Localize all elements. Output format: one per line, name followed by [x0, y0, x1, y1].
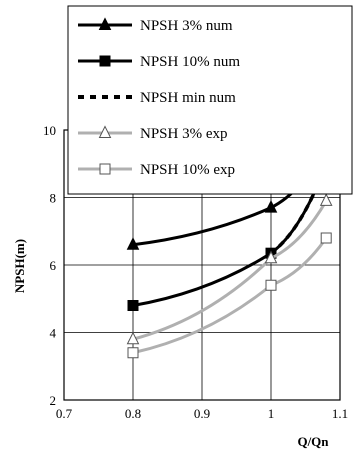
y-tick-label: 8 — [50, 191, 57, 206]
legend-item-npsh-10pct-exp: NPSH 10% exp — [78, 162, 235, 178]
series-npsh-10pct-exp — [127, 232, 332, 359]
legend-label: NPSH 10% exp — [140, 162, 235, 178]
x-tick-label: 1.1 — [332, 406, 348, 421]
data-point — [265, 279, 277, 291]
series-npsh-3pct-exp — [126, 193, 333, 345]
data-point — [127, 300, 139, 311]
y-tick-label: 4 — [50, 326, 57, 341]
data-point — [264, 250, 278, 264]
legend-item-npsh-10pct-num: NPSH 10% num — [78, 54, 240, 70]
y-tick-label: 2 — [50, 393, 57, 408]
legend-marker — [98, 125, 112, 138]
data-point — [126, 237, 140, 250]
series-line — [132, 237, 328, 355]
data-point — [127, 347, 139, 359]
data-point — [320, 232, 332, 244]
legend-label: NPSH min num — [140, 90, 236, 106]
legend-marker — [99, 163, 111, 175]
data-point — [264, 200, 278, 213]
legend-label: NPSH 3% num — [140, 18, 233, 34]
legend-label: NPSH 3% exp — [140, 126, 228, 142]
x-axis-label: Q/Qn — [297, 434, 329, 449]
data-point — [126, 331, 140, 345]
legend-label: NPSH 10% num — [140, 54, 240, 70]
legend: NPSH 3% num NPSH 10% num NPSH min num NPSH … — [67, 5, 353, 195]
legend-item-npsh-min-num: NPSH min num — [78, 90, 236, 106]
y-axis-label: NPSH(m) — [12, 239, 27, 293]
legend-item-npsh-3pct-exp: NPSH 3% exp — [78, 125, 228, 142]
x-tick-label: 1 — [268, 406, 275, 421]
x-tick-label: 0.8 — [125, 406, 141, 421]
legend-item-npsh-3pct-num: NPSH 3% num — [78, 17, 233, 34]
x-tick-label: 0.7 — [56, 406, 73, 421]
y-tick-label: 10 — [43, 123, 56, 138]
x-tick-label: 0.9 — [194, 406, 210, 421]
data-point — [319, 193, 333, 206]
y-tick-label: 6 — [50, 258, 57, 273]
legend-box — [67, 5, 353, 195]
legend-marker — [98, 17, 112, 30]
legend-marker — [99, 55, 111, 67]
